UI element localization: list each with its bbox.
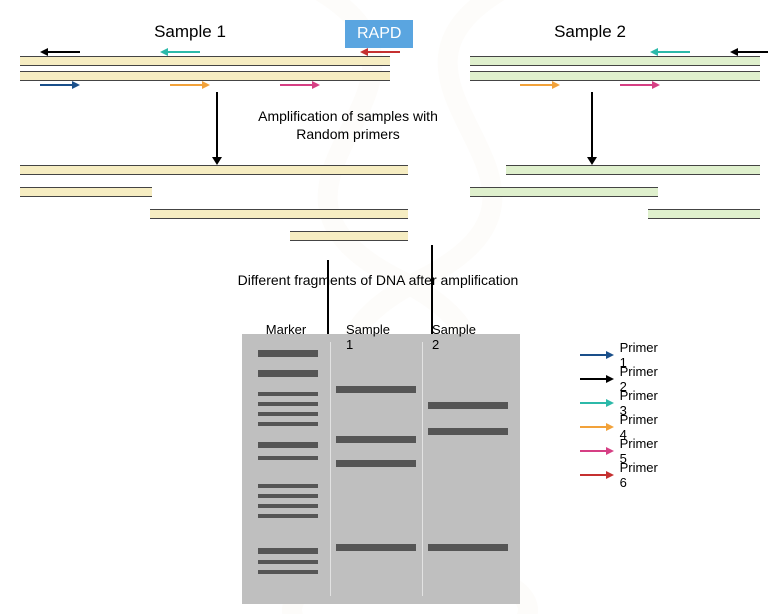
- label-sample-2: Sample 2: [554, 22, 626, 42]
- fragment: [20, 165, 408, 175]
- legend-row-p6: Primer 6: [580, 460, 662, 490]
- diagram-stage: Sample 1 Sample 2 RAPD Amplification of …: [0, 0, 768, 614]
- flow-arrow-head: [212, 157, 222, 165]
- fragment: [506, 165, 760, 175]
- dna-strand: [470, 56, 760, 66]
- gel-band: [258, 350, 318, 357]
- fragment: [20, 187, 152, 197]
- legend-arrow-icon: [580, 351, 610, 359]
- gel-band: [336, 544, 416, 551]
- fragment: [290, 231, 408, 241]
- gel-band: [258, 560, 318, 564]
- fragment: [648, 209, 760, 219]
- gel-band: [258, 484, 318, 488]
- label-sample-1: Sample 1: [154, 22, 226, 42]
- legend-arrow-icon: [580, 399, 610, 407]
- fragment: [470, 187, 658, 197]
- fragment: [150, 209, 408, 219]
- lane-label-marker: Marker: [266, 322, 306, 337]
- gel-band: [258, 456, 318, 460]
- flow-arrow-line: [216, 92, 218, 158]
- gel-band: [258, 548, 318, 554]
- legend-arrow-icon: [580, 375, 610, 383]
- lane-separator: [330, 342, 331, 596]
- gel-band: [258, 570, 318, 574]
- gel-band: [258, 504, 318, 508]
- gel-band: [336, 436, 416, 443]
- gel-band: [428, 428, 508, 435]
- lane-label-sample1: Sample 1: [346, 322, 390, 352]
- caption-fragments: Different fragments of DNA after amplifi…: [238, 272, 519, 290]
- caption-amp-l2: Random primers: [296, 126, 399, 142]
- gel-band: [258, 494, 318, 498]
- caption-amp-l1: Amplification of samples with: [258, 108, 438, 124]
- gel-band: [336, 386, 416, 393]
- gel-band: [258, 370, 318, 377]
- lane-label-sample2: Sample 2: [432, 322, 476, 352]
- flow-arrow-head: [587, 157, 597, 165]
- legend-label: Primer 6: [620, 460, 663, 490]
- dna-strand: [20, 71, 390, 81]
- legend-arrow-icon: [580, 447, 610, 455]
- legend-arrow-icon: [580, 471, 610, 479]
- caption-amplification: Amplification of samples with Random pri…: [258, 108, 438, 143]
- gel-band: [336, 460, 416, 467]
- rapd-badge: RAPD: [345, 20, 413, 48]
- gel-band: [428, 544, 508, 551]
- dna-strand: [20, 56, 390, 66]
- gel-band: [258, 412, 318, 416]
- gel-band: [258, 422, 318, 426]
- lane-separator: [422, 342, 423, 596]
- gel-band: [428, 402, 508, 409]
- gel-band: [258, 392, 318, 396]
- gel-band: [258, 402, 318, 406]
- gel-band: [258, 442, 318, 448]
- flow-arrow-line: [591, 92, 593, 158]
- dna-strand: [470, 71, 760, 81]
- legend-arrow-icon: [580, 423, 610, 431]
- gel-band: [258, 514, 318, 518]
